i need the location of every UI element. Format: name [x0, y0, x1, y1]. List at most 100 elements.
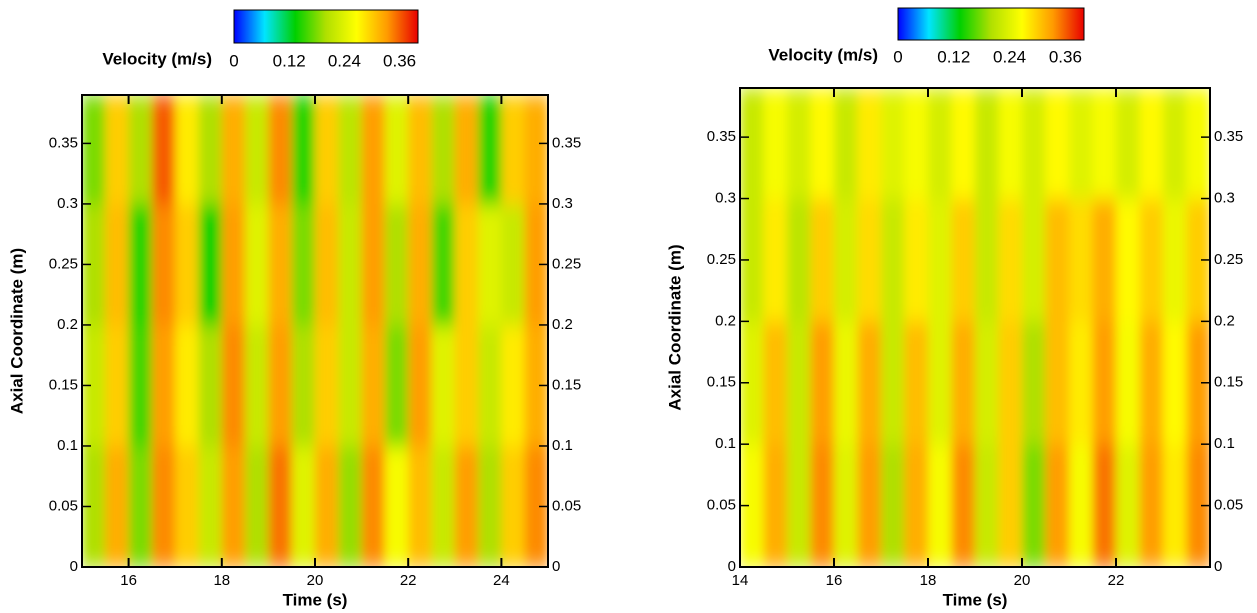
heat-cell [431, 324, 456, 447]
x-axis-title: Time (s) [283, 590, 348, 609]
heat-cell [431, 95, 456, 205]
heat-cell [881, 321, 905, 445]
heat-cell [787, 88, 811, 200]
heat-cell [810, 198, 835, 322]
heat-cell [82, 203, 106, 326]
heat-cell [1116, 198, 1140, 322]
heat-cell [787, 198, 811, 322]
colorbar-label: Velocity (m/s) [768, 45, 878, 64]
y-tick-label: 0.25 [49, 255, 78, 272]
heat-cell [763, 198, 788, 322]
heat-cell [951, 88, 976, 200]
heat-cell [454, 445, 479, 567]
heat-cell [1069, 444, 1093, 567]
heat-cell [1069, 321, 1093, 445]
heat-cell [763, 88, 788, 200]
heat-cell [1139, 88, 1164, 200]
heat-cell [82, 95, 106, 205]
heat-cell [975, 198, 999, 322]
y-tick-label-right: 0.3 [1214, 190, 1235, 207]
heat-cell [1092, 88, 1117, 200]
heat-cell [1186, 321, 1210, 445]
y-tick-label-right: 0.15 [552, 376, 581, 393]
y-tick-label-right: 0.05 [552, 497, 581, 514]
y-tick-label-right: 0.2 [552, 316, 573, 333]
heat-cell [857, 88, 882, 200]
y-axis-title: Axial Coordinate (m) [7, 248, 26, 414]
heat-cell [928, 321, 952, 445]
heatmap-cells [82, 95, 548, 567]
heat-cell [82, 324, 106, 447]
heat-cell [221, 445, 246, 567]
heat-cell [975, 88, 999, 200]
colorbar-tick-label: 0 [229, 51, 238, 70]
heat-cell [1163, 88, 1187, 200]
heat-cell [221, 95, 246, 205]
heat-cell [268, 203, 293, 326]
y-tick-label-right: 0.05 [1214, 497, 1243, 514]
heat-cell [128, 324, 153, 447]
y-tick-label-right: 0.25 [552, 255, 581, 272]
heat-cell [1045, 198, 1070, 322]
heat-cell [431, 203, 456, 326]
heat-cell [408, 203, 432, 326]
heat-cell [951, 198, 976, 322]
heat-cell [291, 95, 316, 205]
heat-cell [198, 324, 223, 447]
heat-cell [810, 444, 835, 567]
heat-cell [105, 95, 130, 205]
y-tick-label: 0.2 [57, 316, 78, 333]
heat-cell [1022, 444, 1046, 567]
heat-cell [810, 321, 835, 445]
y-tick-label: 0.1 [57, 437, 78, 454]
y-tick-label-right: 0.3 [552, 195, 573, 212]
heat-cell [408, 445, 432, 567]
heat-cell [245, 95, 269, 205]
heat-cell [501, 324, 526, 447]
heat-cell [315, 324, 339, 447]
y-tick-label: 0.1 [715, 435, 736, 452]
heat-cell [454, 203, 479, 326]
heat-cell [105, 324, 130, 447]
heat-cell [291, 445, 316, 567]
heat-cell [834, 88, 858, 200]
heat-cell [1045, 321, 1070, 445]
y-tick-label-right: 0.35 [552, 134, 581, 151]
y-tick-label: 0.35 [49, 134, 78, 151]
heat-cell [951, 321, 976, 445]
heat-cell [291, 203, 316, 326]
colorbar-label: Velocity (m/s) [102, 49, 212, 68]
heat-cell [998, 321, 1023, 445]
heat-cell [175, 95, 199, 205]
heat-cell [1092, 444, 1117, 567]
colorbar [233, 9, 419, 44]
y-tick-label: 0.35 [707, 128, 736, 145]
y-tick-label: 0.05 [707, 497, 736, 514]
heat-cell [315, 203, 339, 326]
x-tick-label: 24 [493, 572, 510, 589]
y-tick-label: 0.15 [707, 374, 736, 391]
heat-cell [763, 321, 788, 445]
heat-cell [1022, 321, 1046, 445]
heat-cell [928, 444, 952, 567]
heat-cell [221, 324, 246, 447]
heat-cell [501, 445, 526, 567]
heat-cell [1186, 444, 1210, 567]
heat-cell [524, 203, 548, 326]
heat-cell [198, 203, 223, 326]
heat-cell [105, 445, 130, 567]
colorbar-tick-label: 0.12 [273, 51, 306, 70]
heat-cell [857, 198, 882, 322]
heat-cell [998, 198, 1023, 322]
heat-cell [128, 203, 153, 326]
heat-cell [1186, 198, 1210, 322]
y-tick-label-right: 0 [1214, 558, 1222, 575]
heat-cell [151, 324, 176, 447]
y-tick-label: 0 [728, 558, 736, 575]
heat-cell [928, 198, 952, 322]
y-tick-label: 0.3 [57, 195, 78, 212]
heat-cell [361, 445, 386, 567]
heat-cell [904, 321, 929, 445]
heat-cell [268, 324, 293, 447]
